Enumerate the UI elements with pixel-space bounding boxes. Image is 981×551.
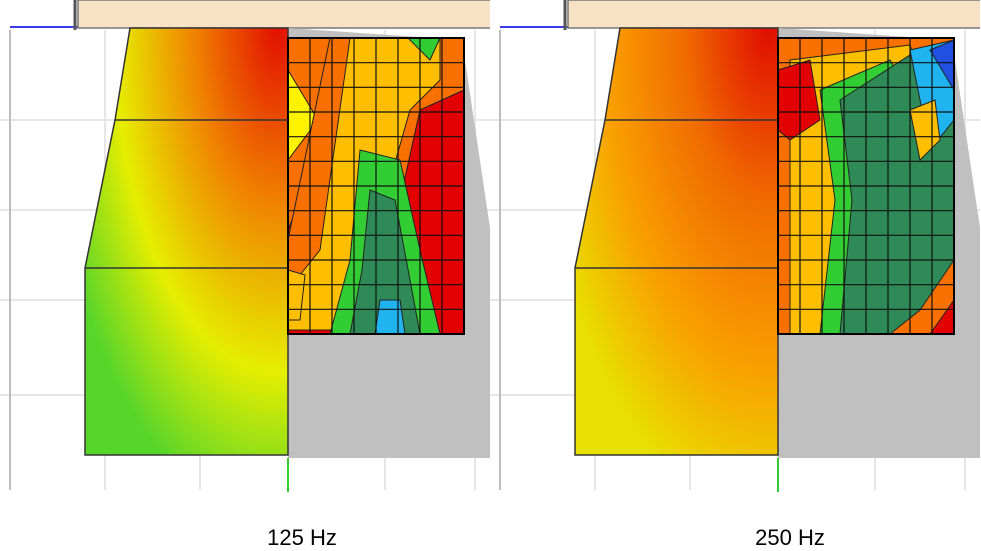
panel-125hz — [0, 0, 490, 500]
frequency-label-125hz: 125 Hz — [267, 525, 337, 550]
contour-band — [374, 299, 406, 335]
panel-250hz — [490, 0, 980, 500]
frequency-label-250hz: 250 Hz — [755, 525, 825, 550]
measured-contour — [287, 37, 465, 335]
simulated-field — [84, 27, 289, 456]
contour-plot-250hz — [490, 0, 980, 492]
measurement-frame — [777, 37, 955, 335]
simulated-field — [574, 27, 779, 456]
room-ceiling-strip — [77, 0, 490, 29]
measured-contour — [777, 37, 955, 335]
contour-plot-125hz — [0, 0, 490, 492]
room-ceiling-strip — [567, 0, 980, 29]
measurement-frame — [287, 37, 465, 335]
